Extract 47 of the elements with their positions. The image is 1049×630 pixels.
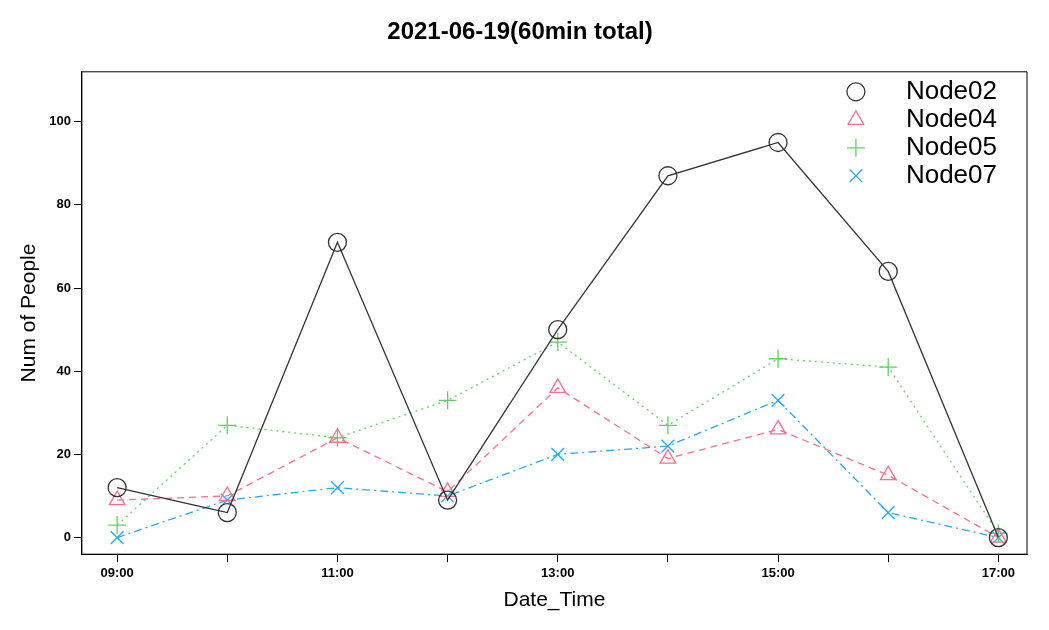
x-tick-label: 11:00 bbox=[321, 564, 354, 580]
point bbox=[327, 232, 348, 252]
point bbox=[439, 482, 457, 497]
legend-label: Node07 bbox=[905, 158, 997, 189]
point bbox=[217, 502, 237, 523]
legend-label: Node02 bbox=[905, 74, 997, 105]
legend-label: Node05 bbox=[905, 130, 997, 161]
point bbox=[878, 357, 898, 377]
point bbox=[549, 378, 567, 394]
point bbox=[768, 349, 788, 369]
point bbox=[327, 428, 348, 448]
point bbox=[879, 465, 897, 481]
point bbox=[110, 530, 125, 545]
chart-title: 2021-06-19(60min total) bbox=[387, 17, 653, 45]
point bbox=[437, 490, 458, 510]
point bbox=[108, 490, 126, 506]
point bbox=[548, 319, 568, 340]
point bbox=[107, 515, 127, 535]
point bbox=[881, 505, 896, 520]
point bbox=[771, 393, 786, 408]
point bbox=[107, 478, 127, 498]
y-tick-label: 0 bbox=[63, 529, 71, 545]
x-tick-label: 15:00 bbox=[761, 564, 795, 580]
point bbox=[550, 447, 565, 462]
point bbox=[217, 415, 237, 435]
x-tick-label: 09:00 bbox=[100, 564, 134, 580]
x-tick-label: 13:00 bbox=[541, 564, 575, 580]
point bbox=[660, 439, 675, 454]
point bbox=[658, 415, 678, 435]
point bbox=[330, 480, 345, 495]
x-axis-title: Date_Time bbox=[503, 587, 606, 612]
point bbox=[878, 261, 898, 282]
y-axis-title: Num of People bbox=[16, 243, 40, 383]
y-tick-label: 60 bbox=[56, 279, 71, 295]
point bbox=[220, 493, 235, 508]
point bbox=[218, 486, 236, 502]
x-tick-label: 17:00 bbox=[981, 564, 1015, 580]
y-tick-label: 100 bbox=[49, 113, 71, 129]
point bbox=[329, 428, 346, 443]
point bbox=[548, 332, 568, 352]
legend-label: Node04 bbox=[905, 102, 997, 133]
point bbox=[658, 166, 678, 186]
point bbox=[437, 390, 458, 410]
y-tick-label: 40 bbox=[56, 362, 71, 378]
point bbox=[768, 132, 788, 153]
y-tick-label: 80 bbox=[56, 196, 71, 212]
y-tick-label: 20 bbox=[56, 445, 71, 461]
